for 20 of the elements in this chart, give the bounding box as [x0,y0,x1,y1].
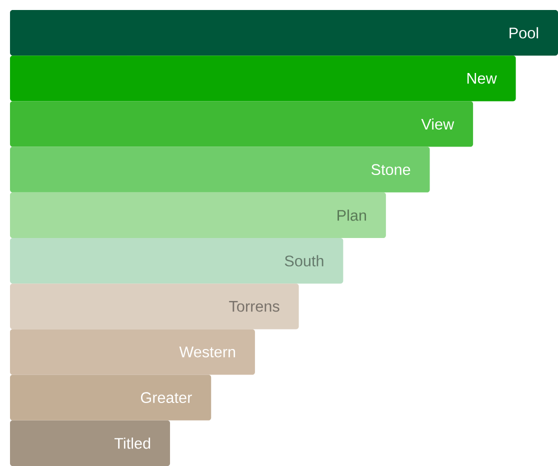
bar [10,56,516,102]
bar [10,329,255,375]
bar [10,10,558,56]
bar [10,284,299,330]
y-tick-label: Stone [371,164,410,176]
bar [10,146,430,192]
y-tick-label: Plan [338,210,366,221]
y-tick-label: Pool [510,27,538,38]
y-tick-label: Torrens [229,301,280,312]
bar [10,238,344,284]
y-tick-label: Titled [114,438,150,449]
y-tick-label: South [284,255,324,266]
y-tick-label: New [467,73,497,84]
bar [10,101,474,147]
y-tick-label: View [421,118,454,130]
bar [10,420,170,466]
y-tick-label: Western [179,346,236,358]
bar [10,192,386,238]
y-tick-label: Greater [140,392,192,404]
bar [10,374,212,420]
